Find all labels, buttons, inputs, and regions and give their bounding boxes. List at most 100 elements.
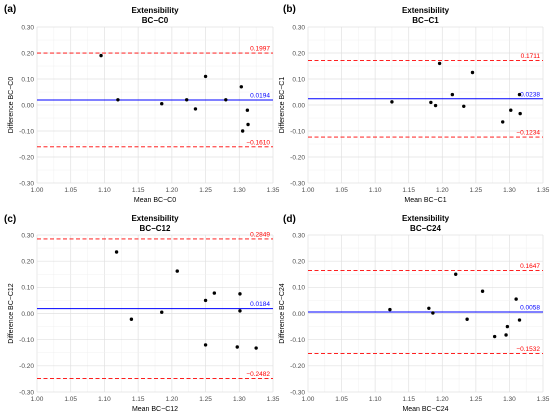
y-tick-label: -0.10 bbox=[290, 128, 305, 135]
mean-difference-label: 0.0238 bbox=[520, 91, 540, 98]
data-point bbox=[116, 98, 120, 102]
data-point bbox=[514, 297, 518, 301]
y-tick-label: 0.30 bbox=[292, 24, 305, 31]
y-tick-label: -0.20 bbox=[290, 154, 305, 161]
lower-loa-label: −0.2482 bbox=[246, 371, 270, 378]
x-tick-label: 1.00 bbox=[302, 396, 315, 403]
y-tick-label: -0.20 bbox=[290, 363, 305, 370]
data-point bbox=[254, 346, 258, 350]
data-point bbox=[427, 306, 431, 310]
x-tick-label: 1.15 bbox=[132, 187, 145, 194]
x-tick-label: 1.30 bbox=[503, 187, 516, 194]
x-tick-label: 1.05 bbox=[64, 187, 77, 194]
y-tick-label: -0.20 bbox=[19, 363, 34, 370]
lower-loa-label: −0.1532 bbox=[516, 346, 540, 353]
y-axis-label: Difference BC−C12 bbox=[8, 283, 15, 343]
data-point bbox=[518, 111, 522, 116]
data-point bbox=[203, 298, 208, 303]
data-point bbox=[239, 85, 244, 89]
data-point bbox=[246, 122, 250, 127]
chart-panel-4: 1.00 1.05 1.10 1.15 1.20 1.25 1.30 1.35 -0.30 -0.… bbox=[279, 214, 550, 413]
data-point bbox=[160, 102, 164, 106]
x-tick-label: 1.20 bbox=[166, 187, 179, 194]
data-point bbox=[501, 120, 505, 124]
y-tick-label: -0.20 bbox=[19, 154, 34, 161]
x-tick-label: 1.35 bbox=[267, 187, 280, 194]
panel-label: (b) bbox=[283, 4, 296, 15]
data-point bbox=[454, 272, 458, 276]
x-tick-label: 1.30 bbox=[233, 396, 246, 403]
data-point bbox=[517, 92, 522, 97]
mean-difference-label: 0.0058 bbox=[520, 304, 540, 311]
y-tick-label: 0.00 bbox=[21, 311, 34, 318]
x-tick-label: 1.35 bbox=[267, 396, 280, 403]
x-tick-label: 1.00 bbox=[31, 187, 44, 194]
data-point bbox=[203, 74, 208, 79]
data-point bbox=[245, 108, 250, 112]
data-point bbox=[480, 289, 485, 293]
y-tick-label: -0.30 bbox=[290, 180, 305, 187]
data-point bbox=[462, 104, 466, 109]
y-tick-label: 0.30 bbox=[21, 232, 34, 239]
y-tick-label: 0.10 bbox=[21, 285, 34, 292]
chart-title-line1: Extensibility bbox=[131, 214, 179, 223]
y-tick-label: 0.20 bbox=[21, 258, 34, 265]
data-point bbox=[450, 92, 455, 97]
data-point bbox=[465, 317, 469, 321]
data-point bbox=[193, 107, 198, 111]
y-tick-label: 0.20 bbox=[292, 258, 305, 265]
x-axis-label: Mean BC−C24 bbox=[402, 406, 448, 413]
x-tick-label: 1.10 bbox=[369, 187, 382, 194]
mean-difference-label: 0.0184 bbox=[250, 301, 270, 308]
chart-panel-1: 1.00 1.05 1.10 1.15 1.20 1.25 1.30 1.35 -0.30 -0.… bbox=[4, 4, 280, 204]
x-tick-label: 1.25 bbox=[199, 187, 212, 194]
data-point bbox=[212, 291, 217, 295]
x-tick-label: 1.05 bbox=[64, 396, 77, 403]
x-tick-label: 1.20 bbox=[166, 396, 179, 403]
y-tick-label: 0.00 bbox=[292, 311, 305, 318]
x-tick-label: 1.10 bbox=[369, 396, 382, 403]
x-axis-label: Mean BC−C12 bbox=[132, 406, 178, 413]
data-point bbox=[429, 100, 433, 105]
data-point bbox=[238, 309, 242, 313]
data-point bbox=[431, 311, 435, 315]
data-point bbox=[99, 53, 103, 58]
y-tick-label: 0.10 bbox=[21, 76, 34, 83]
chart-title-line1: Extensibility bbox=[131, 6, 179, 15]
data-point bbox=[390, 100, 394, 104]
x-tick-label: 1.25 bbox=[470, 396, 483, 403]
y-tick-label: -0.10 bbox=[290, 337, 305, 344]
x-tick-label: 1.20 bbox=[436, 396, 449, 403]
data-point bbox=[160, 310, 164, 314]
data-point bbox=[238, 292, 242, 296]
chart-panel-2: 1.00 1.05 1.10 1.15 1.20 1.25 1.30 1.35 -0.30 -0.… bbox=[279, 4, 550, 204]
data-point bbox=[224, 98, 228, 102]
x-tick-label: 1.35 bbox=[537, 396, 550, 403]
data-point bbox=[175, 269, 179, 273]
data-point bbox=[504, 333, 508, 337]
y-axis-label: Difference BC−C24 bbox=[279, 283, 286, 343]
x-tick-label: 1.15 bbox=[402, 396, 415, 403]
x-tick-label: 1.10 bbox=[98, 187, 111, 194]
x-tick-label: 1.30 bbox=[233, 187, 246, 194]
panel-label: (d) bbox=[283, 214, 296, 225]
lower-loa-label: −0.1234 bbox=[516, 130, 540, 137]
panel-label: (c) bbox=[4, 214, 16, 225]
upper-loa-label: 0.1997 bbox=[250, 46, 270, 53]
chart-panel-3: 1.00 1.05 1.10 1.15 1.20 1.25 1.30 1.35 -0.30 -0.… bbox=[4, 214, 280, 413]
x-tick-label: 1.00 bbox=[31, 396, 44, 403]
data-point bbox=[129, 317, 134, 321]
data-point bbox=[235, 345, 239, 349]
x-tick-label: 1.15 bbox=[132, 396, 145, 403]
chart-title-line2: BC−C24 bbox=[410, 224, 441, 233]
y-tick-label: 0.10 bbox=[292, 285, 305, 292]
y-tick-label: 0.10 bbox=[292, 76, 305, 83]
mean-difference-label: 0.0194 bbox=[250, 92, 270, 99]
upper-loa-label: 0.1647 bbox=[520, 263, 540, 270]
gridlines bbox=[36, 234, 274, 393]
data-point bbox=[492, 334, 497, 339]
x-tick-label: 1.30 bbox=[503, 396, 516, 403]
y-tick-label: 0.30 bbox=[21, 24, 34, 31]
data-point bbox=[517, 318, 522, 322]
